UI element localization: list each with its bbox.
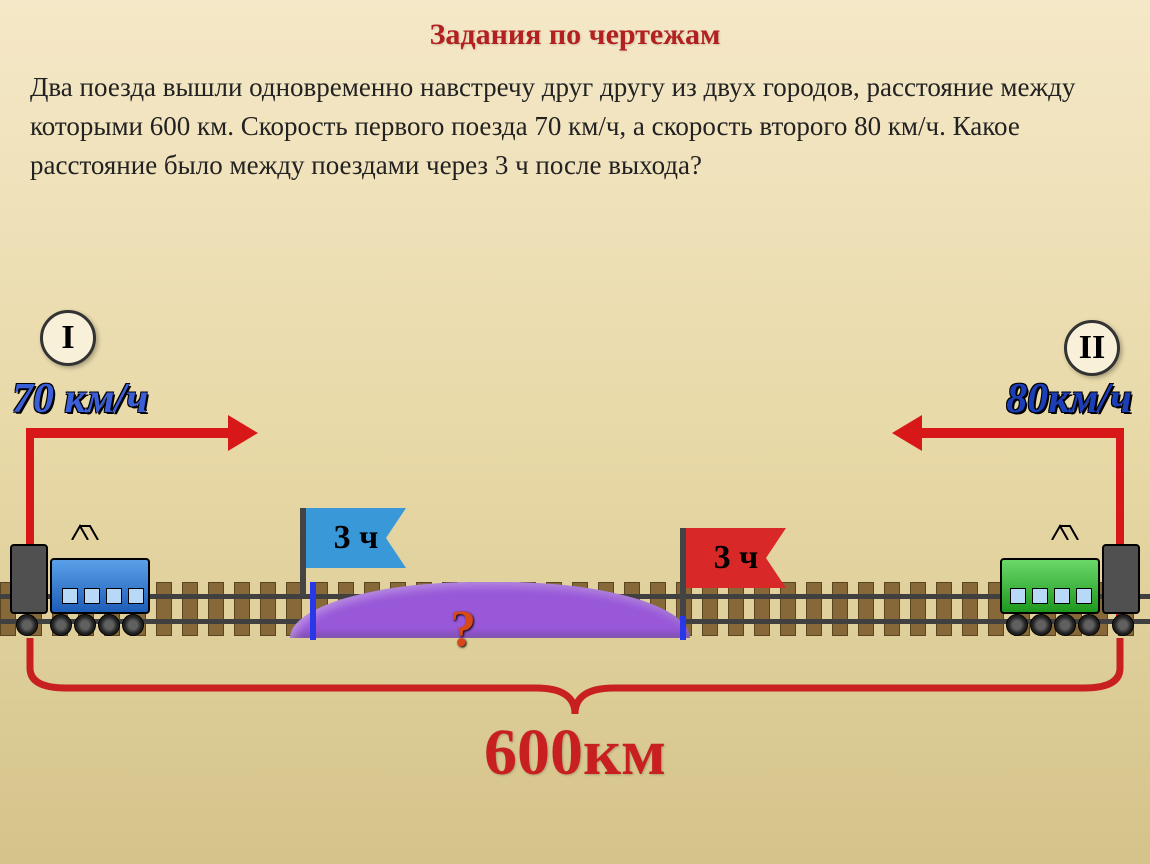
arrow-train-1	[30, 428, 230, 438]
distance-bracket	[26, 638, 1124, 718]
railroad-tie	[858, 582, 874, 636]
train-2-window	[1076, 588, 1092, 604]
speed-label-2: 80км/ч	[1006, 375, 1132, 423]
train-2-window	[1054, 588, 1070, 604]
wheel-icon	[16, 614, 38, 636]
train-1	[10, 538, 160, 638]
wheel-icon	[98, 614, 120, 636]
railroad-tie	[806, 582, 822, 636]
railroad-tie	[884, 582, 900, 636]
wheel-icon	[122, 614, 144, 636]
train-2-cab	[1102, 544, 1140, 614]
train-1-window	[84, 588, 100, 604]
railroad-tie	[182, 582, 198, 636]
train-1-window	[106, 588, 122, 604]
railroad-tie	[260, 582, 276, 636]
flag-cloth-1: 3 ч	[306, 508, 406, 568]
train-1-body	[50, 558, 150, 614]
time-flag-2: 3 ч	[680, 528, 790, 616]
train-2	[990, 538, 1140, 638]
train-1-window	[62, 588, 78, 604]
train-badge-1: I	[40, 310, 96, 366]
wheel-icon	[1078, 614, 1100, 636]
arrow-head-1	[228, 415, 258, 451]
train-2-window	[1010, 588, 1026, 604]
wheel-icon	[74, 614, 96, 636]
railroad-tie	[910, 582, 926, 636]
problem-text: Два поезда вышли одновременно навстречу …	[0, 52, 1150, 185]
train-1-cab	[10, 544, 48, 614]
flag-cloth-2: 3 ч	[686, 528, 786, 588]
wheel-icon	[1006, 614, 1028, 636]
time-flag-1: 3 ч	[300, 508, 410, 596]
train-2-window	[1032, 588, 1048, 604]
railroad-tie	[208, 582, 224, 636]
wheel-icon	[50, 614, 72, 636]
wheel-icon	[1112, 614, 1134, 636]
railroad-tie	[962, 582, 978, 636]
arrow-train-2	[920, 428, 1120, 438]
railroad-tie	[936, 582, 952, 636]
railroad-tie	[832, 582, 848, 636]
speed-label-1: 70 км/ч	[12, 375, 148, 423]
train-1-window	[128, 588, 144, 604]
train-2-body	[1000, 558, 1100, 614]
total-distance-label: 600км	[0, 715, 1150, 791]
diagram-area: I II 70 км/ч 80км/ч ? 3 ч 3 ч	[0, 320, 1150, 864]
slide-title: Задания по чертежам	[0, 0, 1150, 52]
flag-pole-2	[680, 528, 686, 616]
railroad-tie	[234, 582, 250, 636]
wheel-icon	[1054, 614, 1076, 636]
train-badge-2: II	[1064, 320, 1120, 376]
flag-pole-1	[300, 508, 306, 596]
wheel-icon	[1030, 614, 1052, 636]
arrow-head-2	[892, 415, 922, 451]
